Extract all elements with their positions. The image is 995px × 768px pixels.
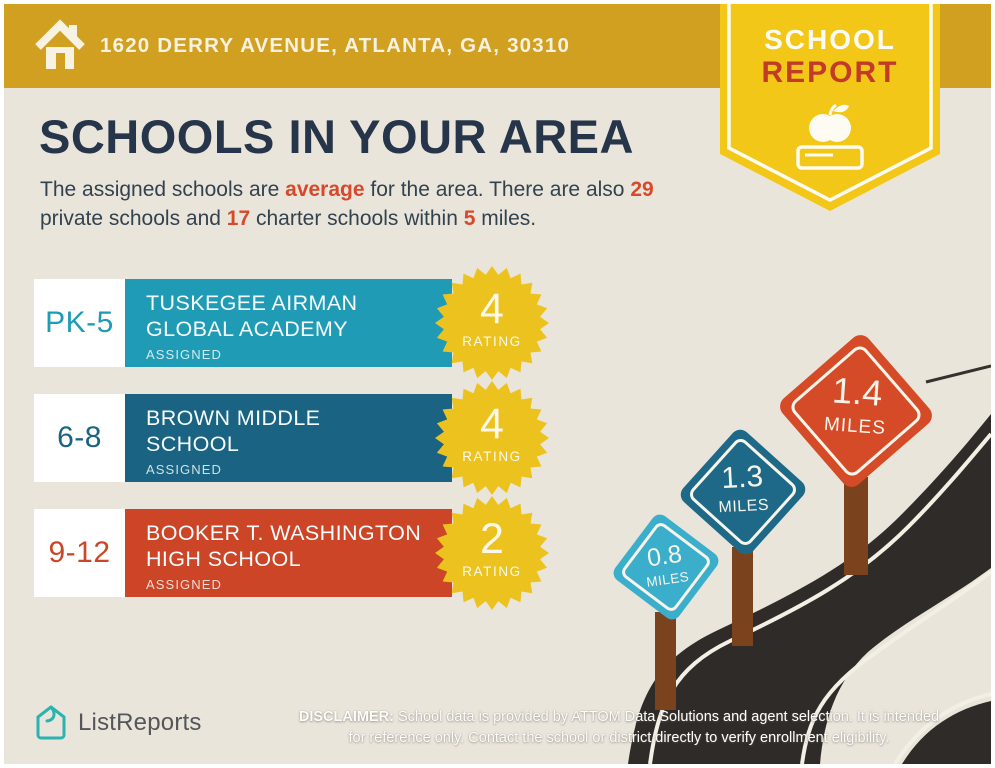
intro-highlight-average: average	[285, 178, 365, 201]
badge-title-school: SCHOOL	[764, 24, 896, 55]
property-address: 1620 DERRY AVENUE, ATLANTA, GA, 30310	[100, 34, 571, 57]
house-icon	[35, 19, 85, 69]
starburst-shape	[435, 266, 549, 380]
sign-diamond	[613, 514, 719, 620]
rating-badge: 4 RATING	[435, 266, 549, 380]
school-row-elementary: PK-5 TUSKEGEE AIRMAN GLOBAL ACADEMY ASSI…	[34, 266, 564, 380]
disclaimer-line-1: DISCLAIMER: School data is provided by A…	[298, 709, 940, 725]
sign-inner-border	[791, 346, 921, 476]
sign-distance: 1.3	[721, 460, 764, 495]
road-corner	[902, 701, 991, 764]
distance-sign-mid: 1.3 MILES	[680, 429, 806, 555]
sign-distance: 0.8	[645, 540, 683, 573]
sign-unit: MILES	[645, 569, 690, 590]
sign-distance: 1.4	[831, 369, 884, 413]
rating-value: 4	[480, 400, 504, 448]
intro-segment: miles.	[475, 206, 537, 230]
school-bar: BROWN MIDDLE SCHOOL ASSIGNED	[125, 394, 452, 482]
sign-post-far	[844, 477, 868, 575]
rating-badge: 4 RATING	[435, 381, 549, 495]
school-row-high: 9-12 BOOKER T. WASHINGTON HIGH SCHOOL AS…	[34, 496, 564, 610]
school-bar: BOOKER T. WASHINGTON HIGH SCHOOL ASSIGNE…	[125, 509, 452, 597]
sign-diamond	[780, 335, 932, 487]
road-edge-line-right	[800, 570, 991, 764]
sign-post-mid	[732, 547, 753, 646]
rating-badge: 2 RATING	[435, 496, 549, 610]
disclaimer-label: DISCLAIMER:	[298, 709, 394, 725]
listreports-logo: ListReports	[34, 704, 202, 741]
school-bar: TUSKEGEE AIRMAN GLOBAL ACADEMY ASSIGNED	[125, 279, 452, 367]
school-row-middle: 6-8 BROWN MIDDLE SCHOOL ASSIGNED 4 RATIN…	[34, 381, 564, 495]
sign-unit: MILES	[718, 497, 769, 517]
intro-segment: private schools and	[40, 206, 227, 230]
assigned-label: ASSIGNED	[146, 576, 222, 592]
rating-label: RATING	[462, 449, 522, 464]
grade-range-box: 9-12	[34, 509, 125, 597]
intro-segment: The assigned schools are	[40, 178, 286, 201]
starburst-shape	[435, 381, 549, 495]
sign-unit: MILES	[823, 414, 886, 439]
school-name: BOOKER T. WASHINGTON HIGH SCHOOL	[146, 521, 422, 571]
page-title: SCHOOLS IN YOUR AREA	[39, 110, 634, 163]
assigned-label: ASSIGNED	[146, 346, 222, 362]
grade-range-box: 6-8	[34, 394, 125, 482]
distance-sign-near: 0.8 MILES	[613, 514, 719, 620]
sign-inner-border	[690, 439, 796, 545]
starburst-shape	[435, 496, 549, 610]
apple-on-books-icon	[796, 103, 864, 170]
sign-diamond	[680, 429, 806, 555]
intro-text: The assigned schools are average for the…	[40, 176, 700, 234]
intro-segment: for the area. There are also	[364, 178, 631, 201]
road-vanishing-line	[925, 364, 991, 384]
listreports-house-icon	[36, 705, 66, 740]
rating-value: 4	[480, 285, 504, 333]
school-name: BROWN MIDDLE SCHOOL	[146, 406, 321, 456]
rating-value: 2	[480, 515, 504, 563]
badge-pennant-shape	[720, 4, 940, 211]
intro-highlight-miles: 5	[463, 206, 476, 230]
road-illustration: 0.8 MILES 1.3 MILES 1.4 MILES	[613, 335, 991, 764]
sign-post-near	[655, 612, 676, 710]
disclaimer-line-2: for reference only. Contact the school o…	[348, 730, 890, 747]
distance-sign-far: 1.4 MILES	[780, 335, 932, 487]
badge-title-report: REPORT	[761, 56, 898, 89]
intro-segment: charter schools within	[250, 206, 464, 230]
road	[628, 414, 991, 764]
assigned-label: ASSIGNED	[146, 461, 222, 477]
listreports-logo-text: ListReports	[78, 708, 202, 736]
badge-inner-border	[727, 4, 933, 202]
school-report-badge: SCHOOL REPORT	[720, 4, 940, 211]
sign-inner-border	[622, 523, 710, 611]
rating-label: RATING	[462, 564, 522, 579]
rating-label: RATING	[462, 334, 522, 349]
intro-highlight-private-count: 29	[630, 178, 654, 201]
intro-highlight-charter-count: 17	[226, 206, 251, 230]
disclaimer-text: DISCLAIMER: School data is provided by A…	[274, 707, 964, 749]
school-name: TUSKEGEE AIRMAN GLOBAL ACADEMY	[146, 291, 358, 341]
grade-range-box: PK-5	[34, 279, 125, 367]
road-corner-edge-line	[893, 692, 991, 764]
